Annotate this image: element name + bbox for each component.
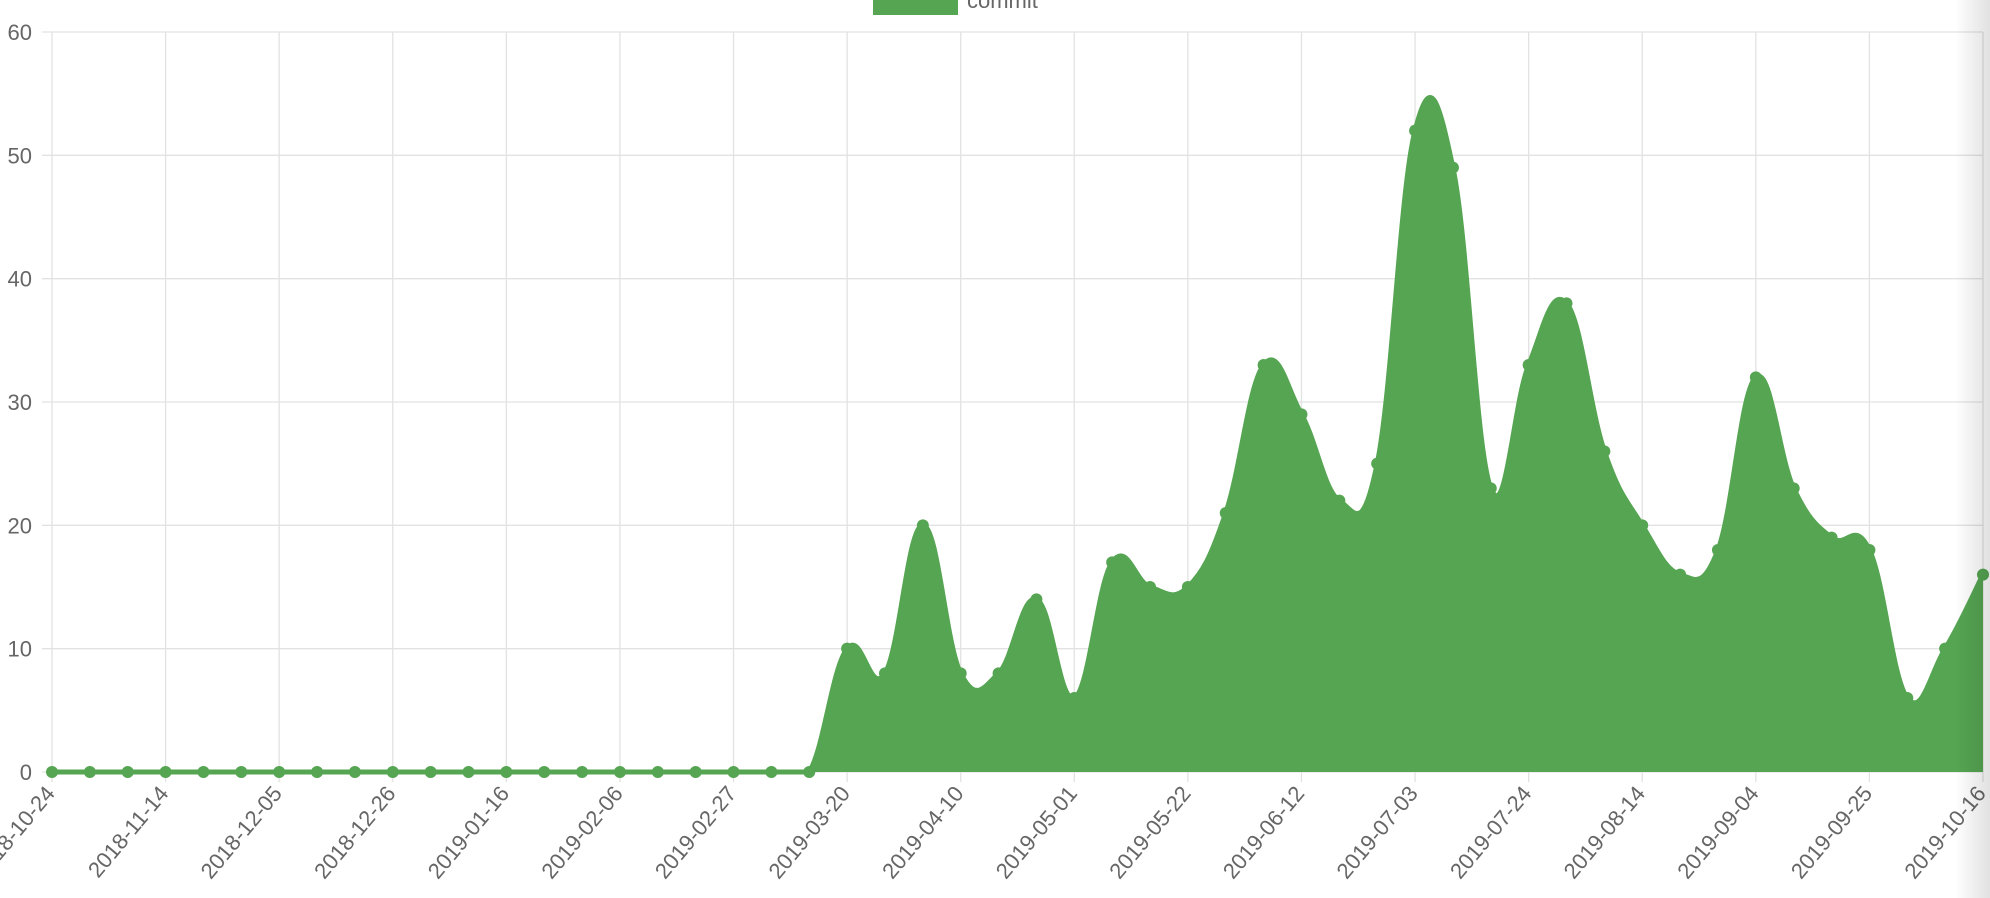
point [1711, 544, 1724, 556]
point [651, 766, 664, 778]
point [1522, 359, 1535, 371]
point [1030, 593, 1043, 606]
point [1333, 494, 1346, 507]
point [424, 766, 437, 778]
point [121, 766, 134, 778]
area [52, 97, 1983, 773]
x-tick-label: 2019-01-16 [423, 781, 514, 883]
point [689, 766, 702, 778]
point [1295, 408, 1308, 421]
y-tick-label: 0 [20, 760, 32, 785]
point [235, 766, 248, 778]
point [765, 766, 778, 778]
point [1787, 482, 1800, 495]
point [462, 766, 475, 778]
y-tick-label: 20 [8, 513, 32, 538]
point [576, 766, 589, 778]
x-tick-label: 2019-08-14 [1559, 781, 1650, 883]
x-tick-label: 2018-12-26 [309, 781, 400, 883]
legend-swatch [873, 0, 958, 15]
y-tick-label: 10 [8, 637, 32, 662]
point [1181, 581, 1194, 593]
point [311, 766, 324, 778]
point [727, 766, 740, 778]
point [1939, 642, 1952, 655]
point [803, 766, 816, 778]
point [273, 766, 286, 778]
point [386, 766, 399, 778]
point [1106, 556, 1119, 569]
x-tick-label: 2019-05-22 [1104, 781, 1195, 883]
point [538, 766, 551, 778]
x-tick-label: 2019-05-01 [991, 781, 1082, 883]
y-tick-label: 40 [8, 267, 32, 292]
point [1560, 297, 1573, 310]
point [46, 766, 58, 778]
point [1863, 544, 1876, 556]
point [1219, 507, 1232, 519]
x-tick-label: 2019-03-20 [763, 781, 854, 883]
point [1257, 359, 1270, 371]
edge-shadow [1955, 0, 1990, 898]
point [916, 519, 929, 532]
point [1409, 124, 1422, 137]
point [1674, 568, 1687, 581]
x-tick-label: 2019-09-25 [1786, 781, 1877, 883]
x-tick-label: 2019-06-12 [1218, 781, 1309, 883]
point [500, 766, 513, 778]
legend-label: commit [967, 0, 1038, 13]
x-tick-label: 2019-09-04 [1672, 781, 1763, 883]
x-tick-label: 2019-04-10 [877, 781, 968, 883]
x-tick-label: 2018-10-24 [0, 781, 60, 883]
point [1749, 371, 1762, 384]
point [348, 766, 361, 778]
point [954, 667, 967, 680]
x-tick-label: 2019-07-24 [1445, 781, 1536, 883]
y-tick-label: 60 [8, 20, 32, 45]
point [841, 642, 854, 655]
point [1068, 692, 1081, 704]
x-tick-label: 2018-11-14 [83, 781, 173, 882]
x-tick-label: 2019-02-27 [650, 781, 741, 883]
point [1144, 581, 1157, 593]
x-tick-label: 2018-12-05 [196, 781, 287, 883]
point [1825, 531, 1838, 544]
y-tick-label: 50 [8, 143, 32, 168]
point [1446, 161, 1459, 174]
point [159, 766, 172, 778]
point [1484, 482, 1497, 495]
x-tick-label: 2019-07-03 [1331, 781, 1422, 883]
point [1371, 457, 1384, 470]
x-tick-label: 2019-02-06 [536, 781, 627, 883]
point [613, 766, 626, 778]
y-tick-label: 30 [8, 390, 32, 415]
point [197, 766, 210, 778]
point [83, 766, 96, 778]
point [878, 667, 891, 680]
point [1636, 519, 1649, 532]
point [1598, 445, 1611, 458]
point [1901, 692, 1914, 704]
point [992, 667, 1005, 680]
